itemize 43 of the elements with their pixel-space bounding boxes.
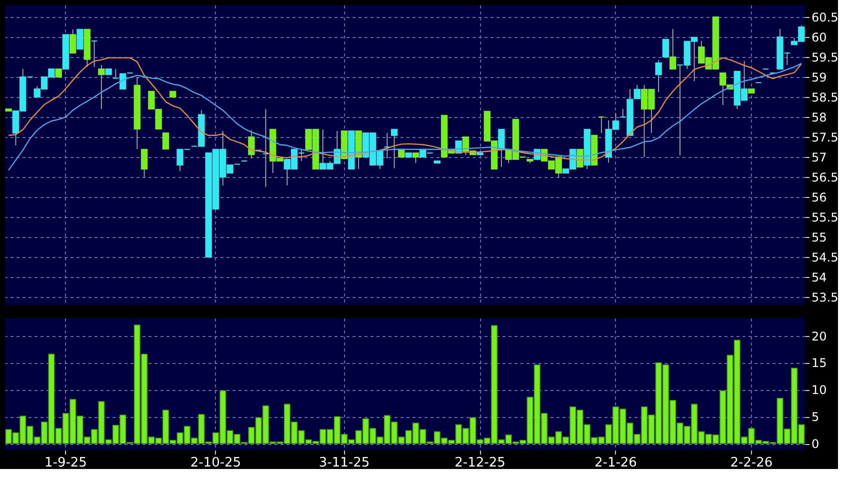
y-tick-label: 59 bbox=[812, 70, 827, 84]
y-tick-label: 0 bbox=[812, 437, 820, 452]
x-tick-label: 2-2-26 bbox=[730, 456, 773, 470]
candlestick bbox=[76, 28, 84, 50]
candlestick bbox=[412, 152, 420, 164]
candlestick bbox=[390, 128, 398, 169]
y-tick-label: 15 bbox=[812, 356, 827, 370]
y-tick-label: 54 bbox=[812, 270, 827, 284]
y-tick-label: 55.5 bbox=[812, 210, 838, 224]
x-tick-label: 2-10-25 bbox=[190, 456, 242, 470]
y-tick-label: 10 bbox=[812, 383, 827, 398]
candlestick bbox=[262, 108, 270, 188]
y-tick-label: 55 bbox=[812, 230, 827, 244]
y-tick-label: 56 bbox=[812, 190, 827, 204]
x-tick-label: 2-1-26 bbox=[594, 456, 637, 470]
candlestick bbox=[498, 128, 505, 168]
candlestick bbox=[98, 64, 105, 110]
candlestick bbox=[384, 132, 390, 160]
y-tick-label: 58.5 bbox=[812, 90, 838, 104]
candlestick bbox=[162, 132, 170, 150]
y-tick-label: 53.5 bbox=[812, 290, 838, 304]
y-tick-label: 54.5 bbox=[812, 250, 838, 264]
y-tick-label: 60.5 bbox=[812, 10, 838, 24]
y-tick-label: 60 bbox=[812, 30, 827, 44]
candlestick bbox=[662, 38, 670, 58]
candlestick bbox=[670, 28, 676, 70]
candlestick bbox=[634, 84, 640, 100]
candlestick bbox=[140, 148, 148, 178]
y-tick-label: 57 bbox=[812, 150, 827, 164]
y-tick-label: 57.5 bbox=[812, 130, 838, 144]
candlestick bbox=[248, 130, 255, 160]
y-tick-label: 5 bbox=[812, 410, 820, 424]
x-tick-label: 2-12-25 bbox=[454, 456, 506, 470]
y-tick-label: 20 bbox=[812, 329, 827, 344]
candlestick bbox=[90, 40, 98, 68]
y-tick-label: 59.5 bbox=[812, 50, 838, 64]
candlestick bbox=[655, 60, 662, 93]
x-tick-label: 3-11-25 bbox=[318, 456, 370, 470]
candlestick bbox=[70, 28, 76, 54]
x-tick-label: 1-9-25 bbox=[44, 456, 87, 470]
y-tick-label: 58 bbox=[812, 110, 827, 124]
y-tick-label: 56.5 bbox=[812, 170, 838, 184]
candlestick bbox=[598, 116, 605, 134]
